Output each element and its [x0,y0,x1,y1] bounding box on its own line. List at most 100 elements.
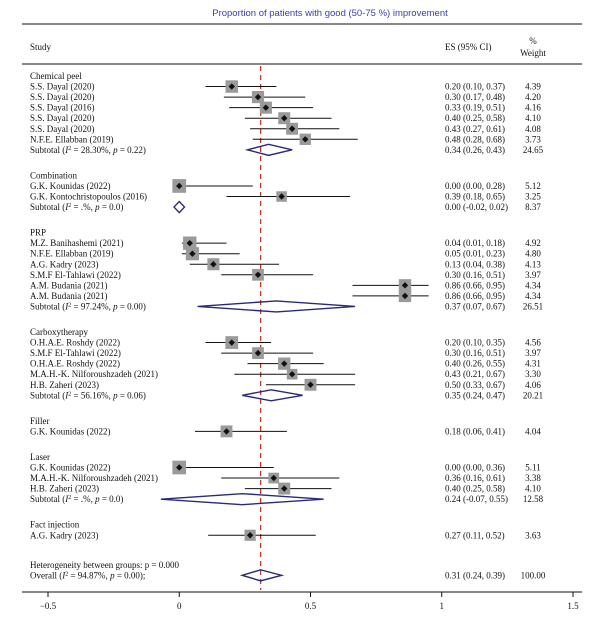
overall-label-i2: I [61,570,66,580]
point-estimate [186,239,193,247]
x-tick-label: 0.5 [305,601,317,611]
study-label: S.S. Dayal (2020) [30,124,95,134]
point-estimate [223,428,230,435]
study-label: G.K. Kontochristopoulos (2016) [30,192,147,202]
study-label: G.K. Kounidas (2022) [30,426,111,436]
subtotal-label-i2: I [64,202,69,212]
weight-value: 4.56 [525,338,541,348]
study-label: N.F.E. Ellabban (2019) [30,249,114,259]
weight-value: 3.25 [525,192,541,202]
study-label: S.S. Dayal (2020) [30,92,95,102]
column-header-weight-percent: % [529,36,537,46]
study-label: A.M. Budania (2021) [30,291,108,301]
group-title: Combination [30,170,77,180]
subtotal-diamond [173,200,186,214]
subtotal-label-p: p [94,202,100,212]
overall-label-superscript: 2 [65,571,68,577]
subtotal-label-stats: = 97.24%, [71,301,113,311]
weight-value: 4.20 [525,92,541,102]
subtotal-ci: 0.37 (0.07, 0.67) [445,301,505,311]
x-tick-label: 0 [177,601,182,611]
group-title: Fact injection [30,520,80,530]
subtotal-label: Subtotal (I2 = .%, p = 0.0) [30,494,123,504]
subtotal-weight: 26.51 [523,301,543,311]
subtotal-label-prefix: Subtotal ( [30,494,65,504]
study-label: G.K. Kounidas (2022) [30,463,111,473]
column-header-es: ES (95% CI) [445,42,492,52]
subtotal-diamond [197,300,356,313]
point-estimate [189,250,196,257]
weight-value: 5.11 [525,463,540,473]
subtotal-label-i2: I [64,145,69,155]
point-estimate [281,485,288,492]
study-label: A.G. Kadry (2023) [30,259,98,269]
overall-label-prefix: Overall ( [30,570,62,580]
subtotal-label-pval: = 0.22) [118,145,146,155]
effect-size-ci: 0.40 (0.26, 0.55) [445,359,505,369]
subtotal-label-stats: = 56.16%, [71,390,113,400]
overall-label-pval: = 0.00); [115,570,146,580]
study-label: S.S. Dayal (2016) [30,103,95,113]
point-estimate [307,381,314,388]
point-estimate [262,104,270,111]
subtotal-weight: 20.21 [523,390,543,400]
subtotal-label-pval: = 0.00) [118,301,146,311]
subtotal-label-p: p [112,301,118,311]
subtotal-label-p: p [112,390,118,400]
subtotal-label-stats: = .%, [71,494,95,504]
weight-value: 4.08 [525,124,541,134]
point-estimate [246,532,254,539]
point-estimate [281,360,288,367]
point-estimate [254,93,262,101]
effect-size-ci: 0.00 (0.00, 0.36) [445,463,505,473]
effect-size-ci: 0.20 (0.10, 0.37) [445,82,505,92]
overall-label-stats: = 94.87%, [68,570,110,580]
effect-size-ci: 0.43 (0.21, 0.67) [445,369,505,379]
weight-value: 4.13 [525,259,541,269]
subtotal-label-prefix: Subtotal ( [30,301,65,311]
weight-value: 4.31 [525,359,541,369]
weight-value: 4.34 [525,291,541,301]
weight-value: 5.12 [525,181,541,191]
point-estimate [254,349,262,357]
point-estimate [302,136,309,143]
subtotal-label-pval: = 0.0) [100,202,124,212]
subtotal-label-pval: = 0.06) [118,390,146,400]
effect-size-ci: 0.20 (0.10, 0.35) [445,338,505,348]
x-tick-label: 1.5 [567,601,579,611]
point-estimate [210,261,217,268]
subtotal-label-superscript: 2 [68,302,71,308]
weight-value: 3.73 [525,134,541,144]
subtotal-ci: 0.34 (0.26, 0.43) [445,145,505,155]
weight-value: 4.06 [525,380,541,390]
point-estimate [401,282,409,289]
overall-diamond [239,569,285,582]
weight-value: 4.04 [525,426,541,436]
x-tick-label: −0.5 [40,601,57,611]
effect-size-ci: 0.50 (0.33, 0.67) [445,380,505,390]
point-estimate [288,371,296,378]
effect-size-ci: 0.13 (0.04, 0.38) [445,259,505,269]
effect-size-ci: 0.18 (0.06, 0.41) [445,426,505,436]
subtotal-label-i2: I [64,390,69,400]
study-label: M.Z. Banihashemi (2021) [30,238,124,248]
study-label: N.F.E. Ellabban (2019) [30,134,114,144]
effect-size-ci: 0.00 (0.00, 0.28) [445,181,505,191]
point-estimate [270,474,277,482]
weight-value: 3.38 [525,473,541,483]
study-label: M.A.H.-K. Nilforoushzadeh (2021) [30,473,158,483]
subtotal-label-p: p [94,494,100,504]
subtotal-label-prefix: Subtotal ( [30,145,65,155]
weight-value: 3.97 [525,270,541,280]
point-estimate [228,339,235,346]
study-label: A.G. Kadry (2023) [30,530,98,540]
effect-size-ci: 0.40 (0.25, 0.58) [445,113,505,123]
weight-value: 4.34 [525,280,541,290]
effect-size-ci: 0.43 (0.27, 0.61) [445,124,505,134]
study-label: S.S. Dayal (2020) [30,82,95,92]
overall-label: Overall (I2 = 94.87%, p = 0.00); [30,570,145,580]
point-estimate [288,125,296,132]
point-estimate [278,193,285,200]
overall-label-p: p [109,570,115,580]
